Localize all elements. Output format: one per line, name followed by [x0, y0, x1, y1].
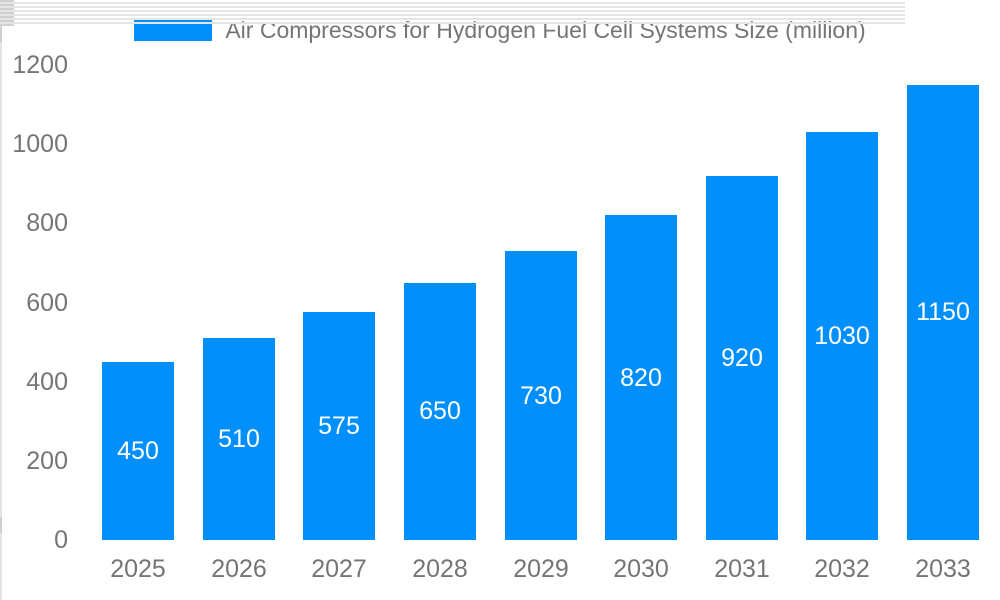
x-tick-label: 2026 [211, 555, 267, 583]
bar-value-label: 510 [218, 425, 260, 453]
bar-2029[interactable] [505, 251, 577, 540]
bar-value-label: 450 [117, 437, 159, 465]
x-tick-label: 2032 [814, 555, 870, 583]
bar-2028[interactable] [404, 283, 476, 540]
x-axis-tick [0, 517, 2, 533]
bar-value-label: 730 [520, 382, 562, 410]
bar-2027[interactable] [303, 312, 375, 540]
bar-2032[interactable] [806, 132, 878, 540]
y-axis-tick [0, 24, 14, 26]
y-axis-tick [0, 12, 14, 14]
gridline-vertical [0, 42, 2, 517]
x-tick-label: 2031 [714, 555, 770, 583]
bar-value-label: 575 [318, 412, 360, 440]
y-tick-label: 0 [54, 526, 68, 554]
x-tick-label: 2027 [311, 555, 367, 583]
x-tick-label: 2028 [412, 555, 468, 583]
bar-2025[interactable] [102, 362, 174, 540]
bar-2033[interactable] [907, 85, 979, 540]
legend-series-label: Air Compressors for Hydrogen Fuel Cell S… [225, 17, 866, 43]
y-axis-tick [0, 0, 14, 2]
y-tick-label: 800 [26, 209, 68, 237]
gridline-horizontal [0, 14, 905, 16]
x-tick-label: 2033 [915, 555, 971, 583]
y-tick-label: 400 [26, 368, 68, 396]
gridline-horizontal [0, 22, 905, 24]
bar-2030[interactable] [605, 215, 677, 540]
y-axis-tick [0, 20, 14, 22]
x-tick-label: 2030 [613, 555, 669, 583]
legend-item[interactable]: Air Compressors for Hydrogen Fuel Cell S… [134, 16, 866, 44]
legend-swatch-icon [134, 19, 213, 41]
bar-value-label: 1030 [814, 322, 870, 350]
bar-value-label: 650 [419, 397, 461, 425]
gridline-horizontal [0, 10, 905, 12]
bar-value-label: 1150 [916, 298, 970, 326]
y-axis-tick [0, 8, 14, 10]
bar-2031[interactable] [706, 176, 778, 540]
gridline-horizontal [0, 2, 905, 4]
y-tick-label: 200 [26, 447, 68, 475]
bar-value-label: 820 [620, 364, 662, 392]
x-axis-tick [0, 26, 2, 42]
x-tick-label: 2029 [513, 555, 569, 583]
bar-value-label: 920 [721, 344, 763, 372]
gridline-horizontal [0, 18, 905, 20]
y-tick-label: 1200 [12, 51, 68, 79]
bar-2026[interactable] [203, 338, 275, 540]
gridline-vertical [0, 533, 2, 600]
gridline-horizontal [0, 6, 905, 8]
y-axis-tick [0, 16, 14, 18]
legend: Air Compressors for Hydrogen Fuel Cell S… [0, 16, 1000, 44]
y-axis-tick [0, 4, 14, 6]
x-tick-label: 2025 [110, 555, 166, 583]
y-tick-label: 600 [26, 289, 68, 317]
y-tick-label: 1000 [12, 130, 68, 158]
